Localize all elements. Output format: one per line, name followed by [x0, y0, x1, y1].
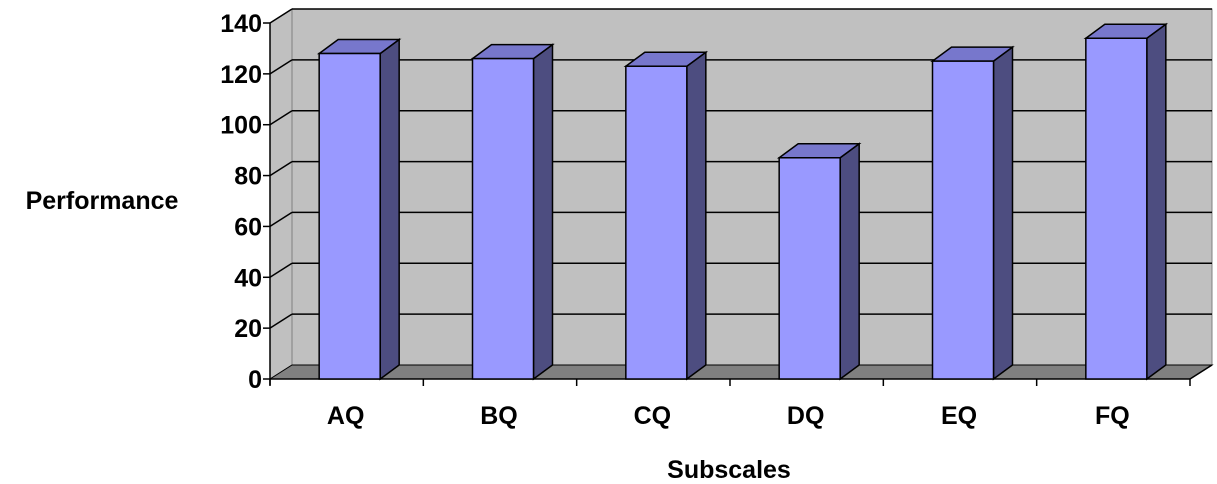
back-wall [291, 8, 1213, 366]
bar-side [1146, 22, 1167, 381]
bar [623, 50, 709, 381]
bar-front [931, 60, 995, 380]
y-axis-title: Performance [26, 187, 179, 215]
x-tick-label: BQ [480, 402, 518, 430]
gridline-side [269, 262, 293, 278]
chart-back-wall [269, 8, 1213, 380]
y-tick-label: 100 [220, 112, 262, 140]
gridlines [269, 8, 1212, 329]
axes [263, 22, 1213, 386]
bar-side [379, 38, 400, 381]
bar-side [992, 45, 1014, 381]
gridline-side [269, 313, 293, 329]
y-tick-label: 80 [234, 163, 262, 191]
y-tick-label: 120 [220, 61, 262, 89]
y-tick-label: 60 [234, 213, 262, 241]
x-axis-depth-line [1189, 364, 1213, 380]
bar [1083, 22, 1169, 381]
bar-front [778, 157, 841, 380]
x-tick-label: EQ [941, 402, 977, 430]
y-tick-labels: 0 20 40 60 80 100 120 140 [220, 10, 262, 394]
x-tick-label: AQ [327, 402, 365, 430]
bar-front [1085, 37, 1148, 380]
x-tick-label: DQ [787, 402, 825, 430]
bar-side [686, 50, 707, 381]
bar [930, 45, 1015, 381]
x-tick-labels: AQ BQ CQ DQ EQ FQ [327, 402, 1130, 430]
gridline-side [269, 110, 293, 126]
y-tick-label: 140 [220, 10, 262, 38]
y-tick-label: 40 [234, 264, 262, 292]
gridline-side [269, 160, 293, 177]
bars [316, 22, 1169, 381]
y-tick-label: 20 [234, 315, 262, 343]
x-tick-label: FQ [1095, 402, 1130, 430]
side-wall [269, 8, 293, 380]
bar-front [471, 57, 535, 380]
chart-floor [268, 364, 1214, 380]
gridline-side [269, 59, 293, 75]
bar [316, 38, 402, 381]
bar [776, 142, 862, 381]
bar [470, 43, 555, 381]
y-tick-label: 0 [248, 366, 262, 394]
bar-front [318, 52, 381, 380]
bar-side [839, 142, 860, 381]
x-tick-label: CQ [634, 402, 672, 430]
bar-side [532, 43, 554, 381]
gridline-side [269, 211, 293, 228]
gridline-side [269, 8, 293, 24]
floor [268, 364, 1214, 380]
bar-front [625, 65, 688, 380]
x-axis-title: Subscales [667, 456, 791, 484]
